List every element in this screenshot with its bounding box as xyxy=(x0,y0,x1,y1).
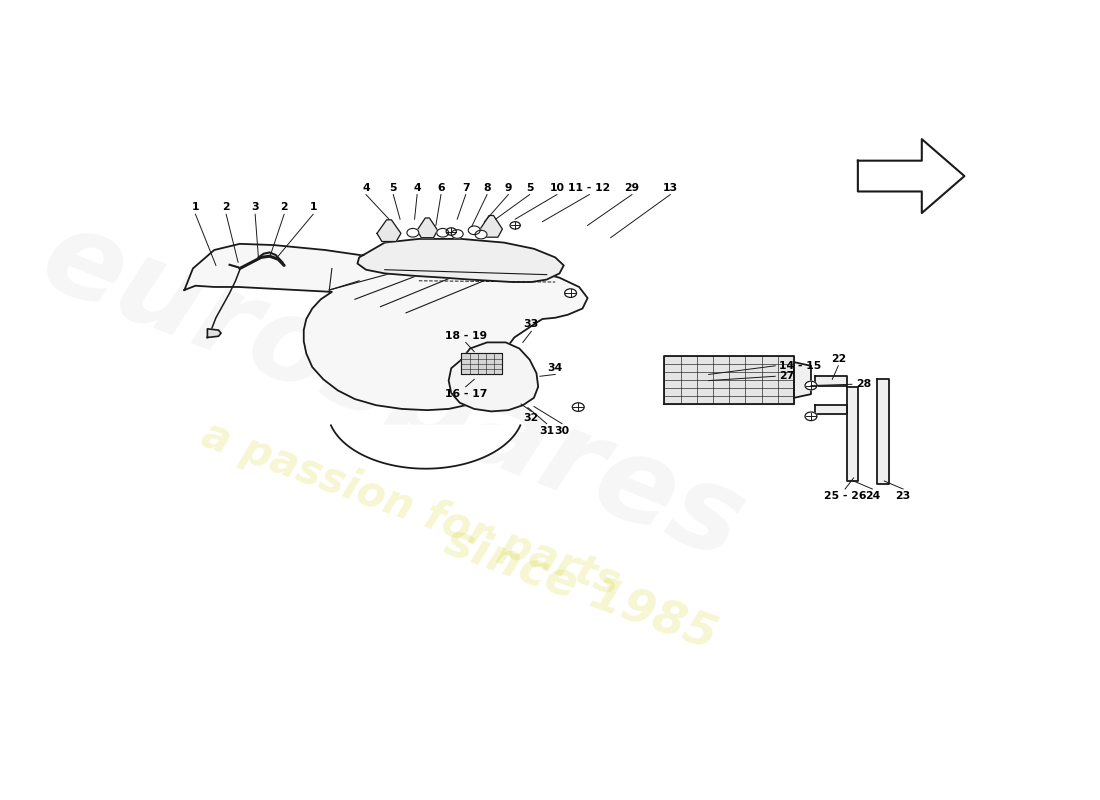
Text: 9: 9 xyxy=(505,182,513,193)
Circle shape xyxy=(805,412,817,421)
Polygon shape xyxy=(377,220,400,242)
Polygon shape xyxy=(481,215,503,237)
Text: 10: 10 xyxy=(549,182,564,193)
Text: since 1985: since 1985 xyxy=(439,518,723,659)
Circle shape xyxy=(469,226,481,234)
Polygon shape xyxy=(815,406,847,414)
Text: 1: 1 xyxy=(191,202,199,213)
Circle shape xyxy=(564,289,576,298)
Text: 11 - 12: 11 - 12 xyxy=(569,182,611,193)
Text: 29: 29 xyxy=(625,182,639,193)
Text: 2: 2 xyxy=(280,202,288,213)
Polygon shape xyxy=(878,379,890,484)
Polygon shape xyxy=(794,362,811,398)
Polygon shape xyxy=(417,218,438,238)
Text: 5: 5 xyxy=(389,182,397,193)
Text: 31: 31 xyxy=(539,426,554,435)
Circle shape xyxy=(437,229,449,237)
Text: 3: 3 xyxy=(251,202,258,213)
Polygon shape xyxy=(358,239,563,282)
Circle shape xyxy=(447,228,456,235)
Circle shape xyxy=(805,382,817,390)
Text: 16 - 17: 16 - 17 xyxy=(444,389,487,398)
Text: 13: 13 xyxy=(662,182,678,193)
Text: 5: 5 xyxy=(526,182,534,193)
Polygon shape xyxy=(185,244,587,410)
Text: 24: 24 xyxy=(865,491,880,501)
Text: 25 - 26: 25 - 26 xyxy=(824,491,867,501)
Text: 30: 30 xyxy=(554,426,570,435)
Polygon shape xyxy=(449,342,538,411)
Circle shape xyxy=(572,402,584,411)
Polygon shape xyxy=(462,354,503,374)
Text: 2: 2 xyxy=(222,202,230,213)
Text: 34: 34 xyxy=(548,362,563,373)
Text: 32: 32 xyxy=(524,414,539,423)
Text: 6: 6 xyxy=(437,182,444,193)
Polygon shape xyxy=(664,356,794,404)
Polygon shape xyxy=(847,386,858,481)
Text: 1: 1 xyxy=(309,202,317,213)
Text: 27: 27 xyxy=(780,371,794,382)
Polygon shape xyxy=(858,139,965,213)
Text: 22: 22 xyxy=(830,354,846,364)
Text: 33: 33 xyxy=(524,319,539,330)
Polygon shape xyxy=(815,376,847,386)
Text: 28: 28 xyxy=(856,379,871,390)
Text: 14 - 15: 14 - 15 xyxy=(780,361,822,371)
Circle shape xyxy=(451,230,463,238)
Text: a passion for parts: a passion for parts xyxy=(196,414,625,604)
Text: 4: 4 xyxy=(362,182,370,193)
Text: 23: 23 xyxy=(895,491,911,501)
Text: 18 - 19: 18 - 19 xyxy=(444,330,487,341)
Text: 8: 8 xyxy=(483,182,491,193)
Circle shape xyxy=(510,222,520,229)
Text: eurospares: eurospares xyxy=(25,198,761,585)
Text: 4: 4 xyxy=(414,182,421,193)
Polygon shape xyxy=(331,426,520,469)
Circle shape xyxy=(407,229,419,237)
Polygon shape xyxy=(208,329,221,338)
Text: 7: 7 xyxy=(462,182,470,193)
Circle shape xyxy=(475,230,487,239)
